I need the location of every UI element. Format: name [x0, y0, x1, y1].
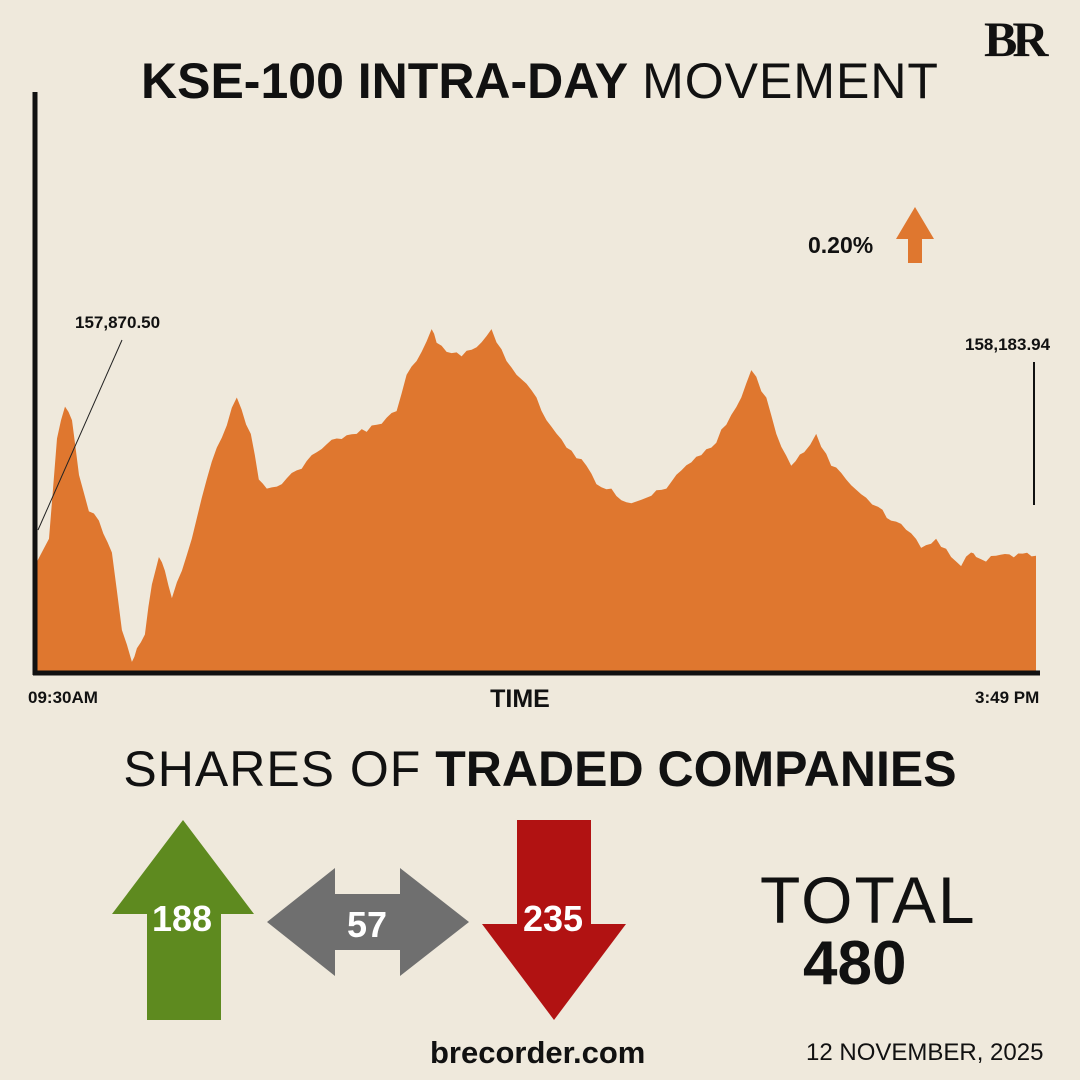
total-label: TOTAL — [760, 863, 977, 937]
intraday-area-chart — [32, 92, 1040, 676]
declined-count: 235 — [522, 898, 584, 939]
declined-down-arrow-icon — [482, 820, 626, 1020]
intraday-area — [37, 329, 1036, 671]
total-value: 480 — [803, 929, 907, 998]
shares-heading: SHARES OF TRADED COMPANIES — [0, 740, 1080, 798]
change-percent: 0.20% — [808, 232, 874, 258]
open-value-label: 157,870.50 — [75, 313, 161, 332]
br-logo: BR — [984, 11, 1049, 67]
advanced-count: 188 — [151, 898, 213, 939]
open-leader-line — [37, 339, 123, 531]
shares-heading-bold: TRADED COMPANIES — [435, 741, 957, 797]
close-value-label: 158,183.94 — [965, 335, 1051, 354]
advanced-up-arrow-icon — [112, 820, 254, 1020]
chart-title-light: MOVEMENT — [642, 53, 939, 109]
unchanged-double-arrow-icon — [267, 868, 469, 976]
shares-heading-light: SHARES OF — [123, 741, 422, 797]
report-date: 12 NOVEMBER, 2025 — [806, 1039, 1044, 1066]
x-axis-title: TIME — [490, 685, 550, 713]
x-tick-start: 09:30AM — [28, 688, 98, 707]
unchanged-count: 57 — [346, 904, 388, 945]
chart-title: KSE-100 INTRA-DAY MOVEMENT — [0, 56, 1080, 106]
site-link[interactable]: brecorder.com — [430, 1035, 646, 1070]
x-tick-end: 3:49 PM — [975, 688, 1040, 707]
chart-title-bold: KSE-100 INTRA-DAY — [141, 53, 629, 109]
up-arrow-icon — [896, 207, 934, 263]
